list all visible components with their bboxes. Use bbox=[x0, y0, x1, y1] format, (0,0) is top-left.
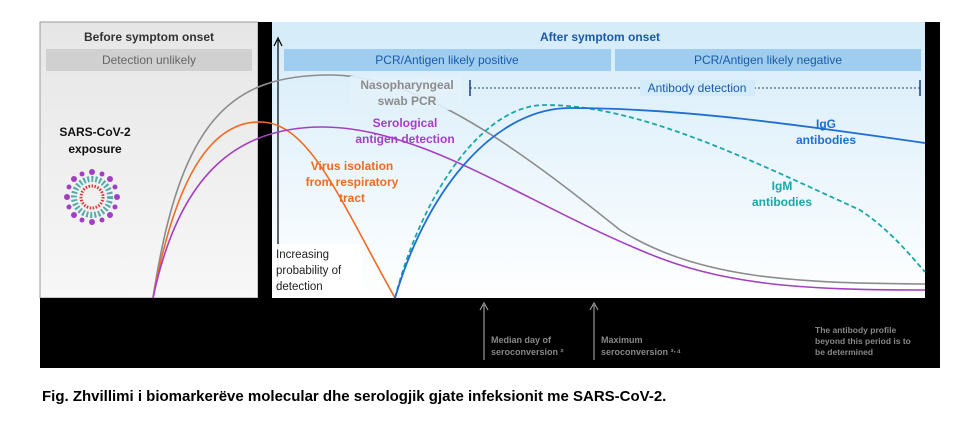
right-edge bbox=[925, 22, 940, 368]
detection-unlikely-bar bbox=[46, 49, 252, 71]
antigen-curve bbox=[152, 126, 926, 299]
pcr-curve bbox=[152, 74, 926, 299]
max-seroconversion-label: Maximum seroconversion ³·⁴ bbox=[601, 335, 681, 357]
pcr-positive-bar bbox=[284, 49, 611, 71]
igm-curve bbox=[394, 104, 926, 299]
virus-isolation-label: Virus isolation from respiratory tract bbox=[306, 159, 399, 205]
pcr-negative-label: PCR/Antigen likely negative bbox=[694, 53, 842, 67]
antigen-label: Serological antigen detection bbox=[355, 116, 454, 146]
antibody-detection-label: Antibody detection bbox=[648, 81, 747, 95]
detection-unlikely-label: Detection unlikely bbox=[102, 53, 196, 67]
virus-isolation-curve bbox=[152, 121, 396, 299]
igg-label: IgG antibodies bbox=[796, 117, 856, 147]
virus-icon bbox=[64, 169, 120, 225]
axis-arrow-icon bbox=[273, 36, 283, 47]
before-title: Before symptom onset bbox=[84, 30, 214, 44]
footer-band bbox=[40, 298, 940, 368]
pcr-positive-label: PCR/Antigen likely positive bbox=[375, 53, 519, 67]
pcr-label: Nasopharyngeal swab PCR bbox=[360, 78, 453, 108]
pcr-negative-bar bbox=[615, 49, 921, 71]
after-title: After symptom onset bbox=[540, 30, 660, 44]
median-seroconversion-label: Median day of seroconversion ² bbox=[491, 335, 564, 357]
antibody-profile-note: The antibody profile beyond this period i… bbox=[815, 325, 911, 357]
axis-label: Increasing probability of detection bbox=[276, 249, 342, 293]
igm-label: IgM antibodies bbox=[752, 179, 812, 209]
igg-curve bbox=[394, 107, 926, 299]
figure-caption: Fig. Zhvillimi i biomarkerëve molecular … bbox=[42, 388, 667, 405]
onset-divider bbox=[258, 22, 272, 298]
exposure-label: SARS-CoV-2 exposure bbox=[59, 125, 131, 156]
